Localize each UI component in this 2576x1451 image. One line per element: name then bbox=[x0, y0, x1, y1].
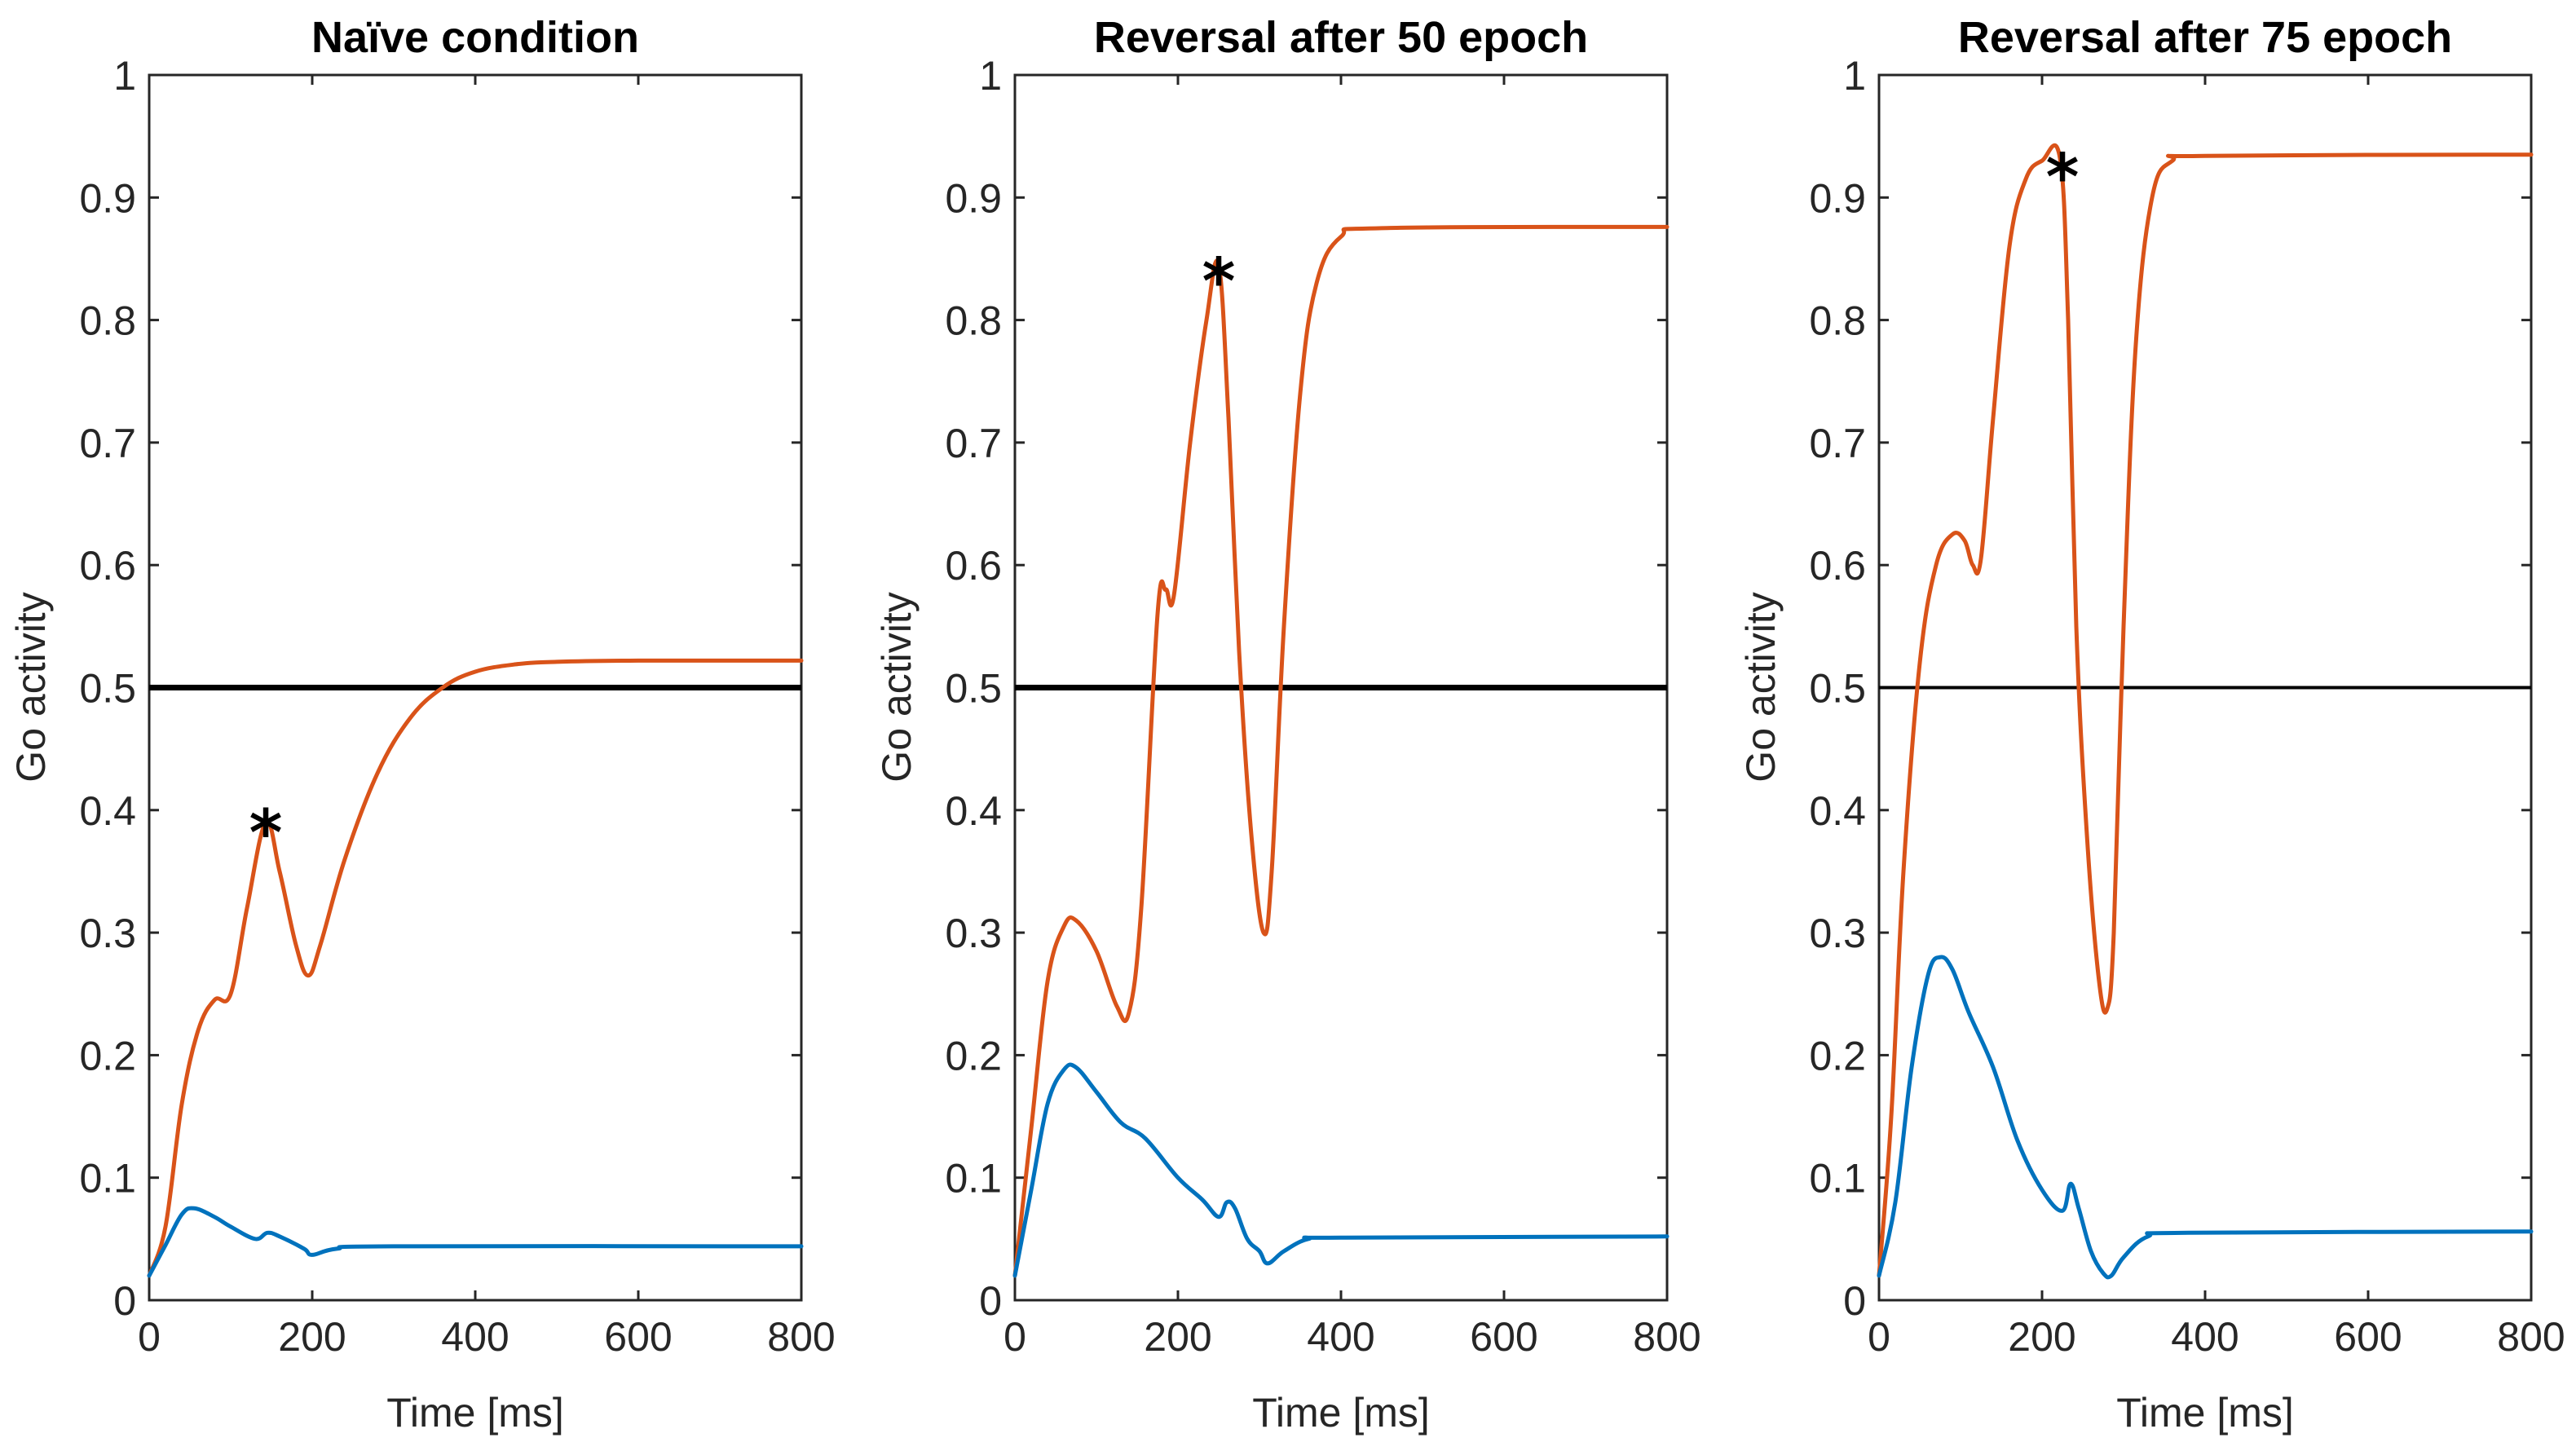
y-tick-label: 0.5 bbox=[1809, 666, 1866, 712]
x-tick-label: 400 bbox=[1307, 1314, 1374, 1360]
y-tick-label: 0.5 bbox=[79, 666, 136, 712]
y-tick-label: 0.5 bbox=[945, 666, 1002, 712]
y-tick-label: 0.8 bbox=[79, 298, 136, 344]
y-tick-label: 0.6 bbox=[79, 543, 136, 589]
plot-lines: * bbox=[1877, 142, 2534, 1280]
y-tick-label: 0.7 bbox=[79, 421, 136, 466]
y-tick-label: 0.6 bbox=[1809, 543, 1866, 589]
y-axis-label: Go activity bbox=[874, 592, 920, 782]
peak-marker: * bbox=[1202, 245, 1236, 319]
axis-ticks: 0 0.1 0.2 0.3 0.4 0.5 0.6 0.7 0.8 0.9 1 0 200 400 600 8… bbox=[945, 53, 1700, 1360]
x-tick-label: 0 bbox=[1003, 1314, 1026, 1360]
y-tick-label: 0.4 bbox=[1809, 788, 1866, 834]
y-tick-label: 0.4 bbox=[79, 788, 136, 834]
y-tick-label: 0.2 bbox=[79, 1033, 136, 1078]
y-tick-label: 0.1 bbox=[1809, 1156, 1866, 1202]
y-tick-label: 0.2 bbox=[1809, 1033, 1866, 1078]
x-tick-label: 800 bbox=[767, 1314, 835, 1360]
x-tick-label: 0 bbox=[138, 1314, 161, 1360]
x-axis-label: Time [ms] bbox=[386, 1390, 564, 1436]
y-tick-label: 0.4 bbox=[945, 788, 1002, 834]
blue-series-line bbox=[1877, 955, 2534, 1280]
y-tick-label: 0.1 bbox=[945, 1156, 1002, 1202]
y-tick-label: 0.7 bbox=[1809, 421, 1866, 466]
x-tick-label: 400 bbox=[2171, 1314, 2239, 1360]
x-tick-label: 400 bbox=[441, 1314, 509, 1360]
y-tick-label: 0.1 bbox=[79, 1156, 136, 1202]
x-tick-label: 800 bbox=[2497, 1314, 2565, 1360]
plot-lines: * bbox=[147, 658, 804, 1278]
y-tick-label: 0.9 bbox=[79, 175, 136, 221]
axis-ticks: 0 0.1 0.2 0.3 0.4 0.5 0.6 0.7 0.8 0.9 1 0 200 400 600 8… bbox=[1809, 53, 2565, 1360]
y-tick-label: 0.9 bbox=[1809, 175, 1866, 221]
y-axis-label: Go activity bbox=[8, 592, 54, 782]
x-axis-label: Time [ms] bbox=[2116, 1390, 2294, 1436]
y-tick-label: 0 bbox=[113, 1278, 136, 1324]
peak-marker: * bbox=[249, 797, 283, 871]
x-tick-label: 600 bbox=[2334, 1314, 2402, 1360]
plot-lines: * bbox=[1012, 224, 1670, 1278]
x-axis-label: Time [ms] bbox=[1252, 1390, 1430, 1436]
y-tick-label: 0 bbox=[979, 1278, 1002, 1324]
y-tick-label: 0 bbox=[1843, 1278, 1866, 1324]
orange-series-line bbox=[1012, 224, 1670, 1278]
x-tick-label: 200 bbox=[2008, 1314, 2075, 1360]
panel-reversal-50: Reversal after 50 epoch Time [ms] Go act… bbox=[874, 13, 1701, 1436]
y-tick-label: 0.3 bbox=[1809, 911, 1866, 956]
y-tick-label: 0.6 bbox=[945, 543, 1002, 589]
peak-marker: * bbox=[2046, 142, 2080, 215]
y-tick-label: 0.8 bbox=[945, 298, 1002, 344]
orange-series-line bbox=[147, 658, 804, 1278]
chart-title: Reversal after 75 epoch bbox=[1958, 13, 2452, 62]
y-tick-label: 0.8 bbox=[1809, 298, 1866, 344]
panel-reversal-75: Reversal after 75 epoch Time [ms] Go act… bbox=[1738, 13, 2565, 1436]
axis-ticks: 0 0.1 0.2 0.3 0.4 0.5 0.6 0.7 0.8 0.9 1 0 200 400 600 8… bbox=[79, 53, 835, 1360]
x-tick-label: 800 bbox=[1633, 1314, 1700, 1360]
y-tick-label: 1 bbox=[979, 53, 1002, 99]
x-tick-label: 0 bbox=[1868, 1314, 1890, 1360]
y-tick-label: 0.3 bbox=[79, 911, 136, 956]
y-tick-label: 0.7 bbox=[945, 421, 1002, 466]
y-tick-label: 0.3 bbox=[945, 911, 1002, 956]
blue-series-line bbox=[1012, 1062, 1670, 1278]
chart-title: Reversal after 50 epoch bbox=[1094, 13, 1588, 62]
panel-naive-condition: Naïve condition Time [ms] Go activity 00… bbox=[8, 13, 836, 1436]
x-tick-label: 600 bbox=[1470, 1314, 1537, 1360]
x-tick-label: 600 bbox=[604, 1314, 672, 1360]
x-tick-label: 200 bbox=[1144, 1314, 1211, 1360]
y-tick-label: 1 bbox=[1843, 53, 1866, 99]
y-tick-label: 1 bbox=[113, 53, 136, 99]
y-axis-label: Go activity bbox=[1738, 592, 1784, 782]
y-tick-label: 0.2 bbox=[945, 1033, 1002, 1078]
chart-title: Naïve condition bbox=[311, 13, 639, 62]
orange-series-line bbox=[1877, 143, 2534, 1278]
y-tick-label: 0.9 bbox=[945, 175, 1002, 221]
blue-series-line bbox=[147, 1206, 804, 1278]
x-tick-label: 200 bbox=[278, 1314, 346, 1360]
